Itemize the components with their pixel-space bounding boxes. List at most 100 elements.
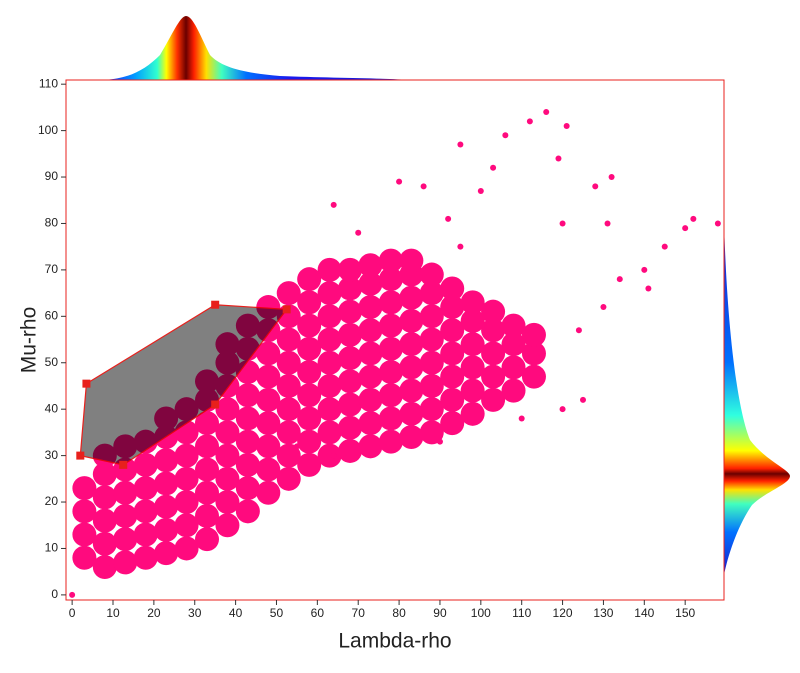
point: [113, 503, 138, 528]
point: [419, 350, 444, 375]
point: [460, 378, 485, 403]
point: [559, 406, 566, 413]
point: [133, 452, 158, 477]
x-tick-label: 70: [352, 606, 366, 620]
point: [256, 411, 281, 436]
point: [256, 457, 281, 482]
point: [502, 132, 509, 139]
point: [399, 248, 424, 273]
y-tick-label: 110: [39, 76, 58, 90]
point: [195, 503, 219, 528]
point: [399, 355, 424, 380]
x-tick-label: 80: [392, 606, 406, 620]
point: [174, 443, 199, 468]
point: [378, 336, 403, 361]
point: [338, 369, 363, 394]
y-tick-label: 30: [45, 448, 59, 462]
points: [69, 109, 721, 598]
point: [215, 397, 240, 422]
point: [195, 434, 219, 459]
point: [419, 281, 444, 306]
point: [276, 466, 301, 491]
point: [481, 387, 506, 412]
point: [297, 313, 322, 338]
point: [338, 415, 363, 440]
point: [358, 318, 383, 343]
point: [174, 513, 199, 538]
point: [399, 332, 424, 357]
point: [555, 155, 562, 162]
point: [501, 355, 526, 380]
point: [338, 392, 363, 417]
polygon-vertex: [76, 451, 85, 460]
point: [399, 285, 424, 310]
point: [276, 350, 301, 375]
point: [215, 513, 240, 538]
point: [358, 253, 383, 278]
point: [378, 429, 403, 454]
point: [72, 476, 97, 501]
y-tick-label: 10: [45, 541, 59, 555]
point: [608, 174, 615, 181]
point: [575, 327, 582, 334]
point: [440, 387, 465, 412]
point: [92, 531, 117, 556]
polygon-vertex: [119, 460, 128, 469]
y-tick-label: 70: [45, 262, 59, 276]
point: [378, 313, 403, 338]
point: [317, 304, 342, 329]
point: [358, 387, 383, 412]
point: [215, 420, 240, 445]
x-tick-label: 90: [433, 606, 447, 620]
point: [661, 243, 668, 250]
x-tick-label: 20: [147, 606, 161, 620]
point: [358, 411, 383, 436]
point: [276, 397, 301, 422]
point: [378, 290, 403, 315]
point: [174, 536, 199, 561]
point: [440, 318, 465, 343]
point: [195, 411, 219, 436]
point: [399, 308, 424, 333]
x-tick-label: 110: [512, 606, 531, 620]
axes: 0 10 20 30 40 50 60 70 80 90 100 110 120 130 140 150 0 10…: [38, 76, 696, 620]
point: [481, 299, 506, 324]
polygon-vertex: [282, 305, 291, 314]
point: [445, 215, 452, 222]
point: [460, 355, 485, 380]
point: [460, 401, 485, 426]
x-tick-label: 130: [593, 606, 613, 620]
point: [297, 290, 322, 315]
point: [92, 462, 117, 487]
point: [338, 299, 363, 324]
point: [526, 118, 533, 125]
point: [235, 406, 260, 431]
point: [419, 304, 444, 329]
right-marginal-density: [724, 220, 790, 575]
point: [133, 545, 158, 570]
y-tick-label: 80: [45, 216, 59, 230]
point: [154, 541, 179, 566]
point: [436, 438, 443, 445]
point: [113, 550, 138, 575]
point: [440, 411, 465, 436]
point: [378, 360, 403, 385]
point: [154, 517, 179, 542]
point: [419, 420, 444, 445]
y-tick-label: 0: [51, 587, 58, 601]
point: [338, 276, 363, 301]
point: [477, 187, 484, 194]
point: [297, 383, 322, 408]
point: [293, 443, 300, 450]
point: [174, 490, 199, 515]
top-marginal-density: [105, 16, 412, 80]
point: [195, 527, 219, 552]
point: [358, 434, 383, 459]
point: [133, 499, 158, 524]
point: [457, 243, 464, 250]
point: [563, 122, 570, 129]
point: [215, 443, 240, 468]
point: [714, 220, 721, 227]
x-tick-label: 40: [229, 606, 243, 620]
overlay: [76, 300, 291, 469]
